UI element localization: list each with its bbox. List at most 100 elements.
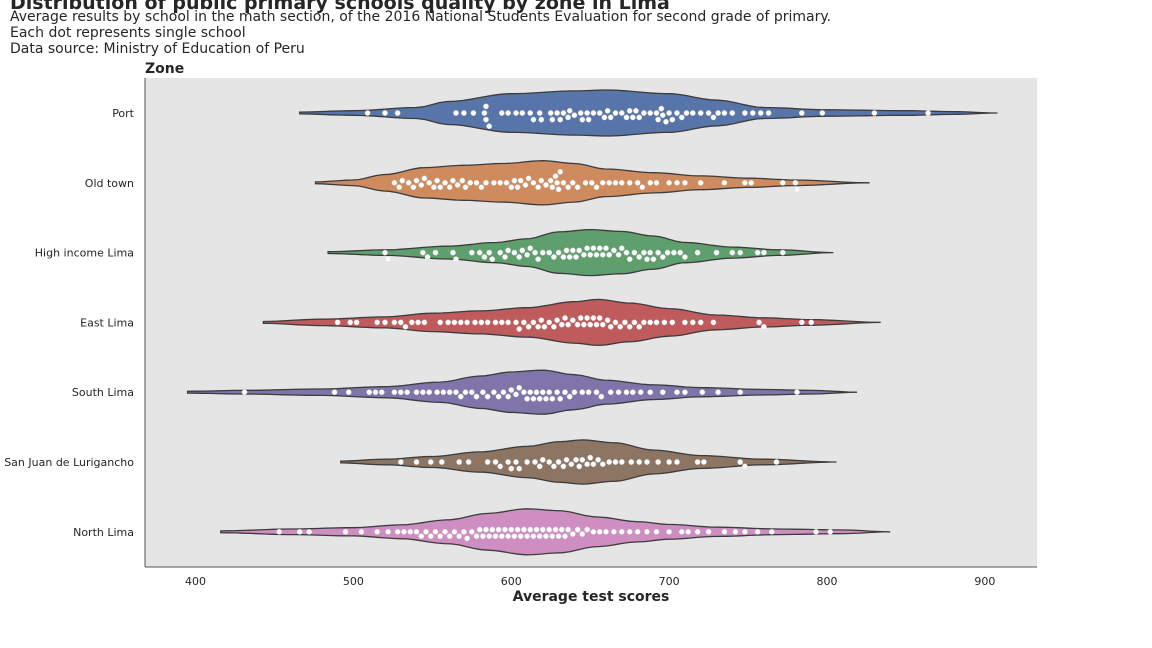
school-point-old-town	[697, 179, 704, 186]
school-point-south-lima	[420, 389, 426, 396]
school-point-south-lima	[585, 389, 592, 396]
school-point-san-juan-de-lurigancho	[600, 461, 606, 468]
school-point-old-town	[437, 184, 444, 190]
school-point-port	[658, 105, 665, 112]
school-point-san-juan-de-lurigancho	[694, 459, 701, 465]
school-point-east-lima	[525, 323, 532, 330]
subtitle-line-2: Each dot represents single school	[10, 25, 246, 41]
school-point-old-town	[547, 177, 554, 184]
school-point-port	[742, 110, 748, 116]
school-point-east-lima	[397, 319, 404, 326]
school-point-north-lima	[517, 533, 524, 540]
school-point-east-lima	[498, 319, 505, 326]
school-point-east-lima	[622, 319, 628, 326]
school-point-old-town	[491, 179, 497, 186]
school-point-old-town	[434, 177, 440, 184]
school-point-san-juan-de-lurigancho	[655, 459, 661, 465]
school-point-south-lima	[579, 389, 586, 396]
school-point-north-lima	[486, 533, 493, 540]
school-point-south-lima	[637, 389, 644, 396]
school-point-san-juan-de-lurigancho	[606, 459, 613, 465]
school-point-south-lima	[473, 393, 480, 400]
school-point-north-lima	[754, 529, 761, 535]
school-point-north-lima	[473, 533, 480, 540]
x-tick-label: 800	[817, 575, 838, 588]
school-point-south-lima	[699, 389, 706, 396]
school-point-east-lima	[710, 319, 717, 326]
school-point-san-juan-de-lurigancho	[465, 459, 472, 465]
school-point-north-lima	[769, 529, 775, 535]
school-point-east-lima	[505, 319, 511, 326]
school-point-high-income-lima	[677, 249, 684, 256]
school-point-east-lima	[593, 321, 600, 328]
school-point-east-lima	[570, 317, 576, 324]
school-point-south-lima	[566, 393, 573, 400]
school-point-east-lima	[697, 319, 704, 326]
school-point-port	[729, 110, 736, 116]
school-point-south-lima	[546, 389, 553, 396]
school-point-san-juan-de-lurigancho	[628, 459, 635, 465]
school-point-san-juan-de-lurigancho	[742, 463, 748, 470]
school-point-high-income-lima	[486, 249, 493, 256]
school-point-south-lima	[571, 389, 578, 396]
school-point-north-lima	[502, 526, 508, 533]
school-point-south-lima	[513, 391, 519, 398]
school-point-north-lima	[374, 529, 380, 535]
school-point-south-lima	[540, 389, 546, 396]
school-point-port	[577, 110, 584, 116]
school-point-north-lima	[574, 526, 581, 533]
school-point-old-town	[570, 179, 576, 186]
school-point-south-lima	[794, 389, 800, 396]
school-point-south-lima	[536, 395, 543, 402]
school-point-east-lima	[565, 321, 571, 328]
school-point-san-juan-de-lurigancho	[560, 463, 567, 470]
school-point-north-lima	[530, 533, 537, 540]
school-point-old-town	[560, 179, 567, 186]
school-point-port	[715, 110, 721, 116]
y-tick-label-port: Port	[112, 107, 134, 120]
school-point-port	[536, 110, 543, 116]
school-point-east-lima	[636, 323, 643, 330]
school-point-san-juan-de-lurigancho	[573, 456, 579, 463]
school-point-north-lima	[540, 526, 546, 533]
school-point-old-town	[514, 184, 521, 190]
school-point-high-income-lima	[505, 247, 511, 254]
school-point-old-town	[421, 175, 428, 182]
school-point-north-lima	[401, 529, 407, 535]
axes-layer	[144, 78, 1037, 568]
school-point-north-lima	[480, 533, 486, 540]
school-point-north-lima	[562, 533, 568, 540]
school-point-old-town	[792, 179, 799, 186]
school-point-high-income-lima	[584, 245, 590, 251]
school-point-old-town	[794, 186, 800, 193]
school-point-north-lima	[666, 529, 672, 535]
school-point-south-lima	[462, 389, 469, 396]
school-point-old-town	[503, 179, 510, 186]
school-point-port	[483, 103, 489, 110]
school-point-north-lima	[742, 529, 748, 535]
school-point-south-lima	[397, 389, 404, 396]
school-point-port	[612, 110, 619, 116]
school-point-east-lima	[374, 319, 380, 326]
school-point-north-lima	[468, 529, 475, 535]
school-point-port	[750, 110, 756, 116]
school-point-old-town	[538, 177, 545, 184]
school-point-high-income-lima	[420, 249, 426, 256]
school-point-san-juan-de-lurigancho	[568, 461, 575, 468]
school-point-port	[505, 110, 511, 116]
school-point-san-juan-de-lurigancho	[612, 459, 619, 465]
school-point-south-lima	[549, 395, 556, 402]
school-point-east-lima	[661, 319, 668, 326]
school-point-san-juan-de-lurigancho	[590, 461, 597, 468]
school-point-san-juan-de-lurigancho	[516, 465, 523, 472]
school-point-old-town	[391, 179, 398, 186]
school-point-old-town	[674, 179, 680, 186]
school-point-old-town	[600, 179, 606, 186]
school-point-high-income-lima	[535, 256, 541, 263]
school-point-east-lima	[451, 319, 458, 326]
school-point-high-income-lima	[682, 254, 688, 260]
school-point-high-income-lima	[623, 249, 630, 256]
school-point-north-lima	[603, 529, 609, 535]
school-point-east-lima	[530, 319, 537, 326]
